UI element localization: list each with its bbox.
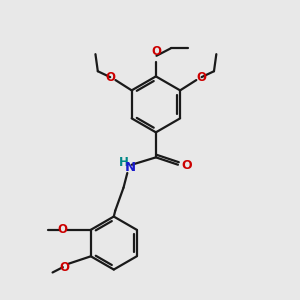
- Text: O: O: [182, 159, 192, 172]
- Text: O: O: [196, 70, 206, 84]
- Text: O: O: [60, 261, 70, 274]
- Text: O: O: [58, 223, 68, 236]
- Text: O: O: [151, 44, 161, 58]
- Text: O: O: [106, 70, 116, 84]
- Text: N: N: [125, 161, 136, 174]
- Text: H: H: [118, 156, 128, 169]
